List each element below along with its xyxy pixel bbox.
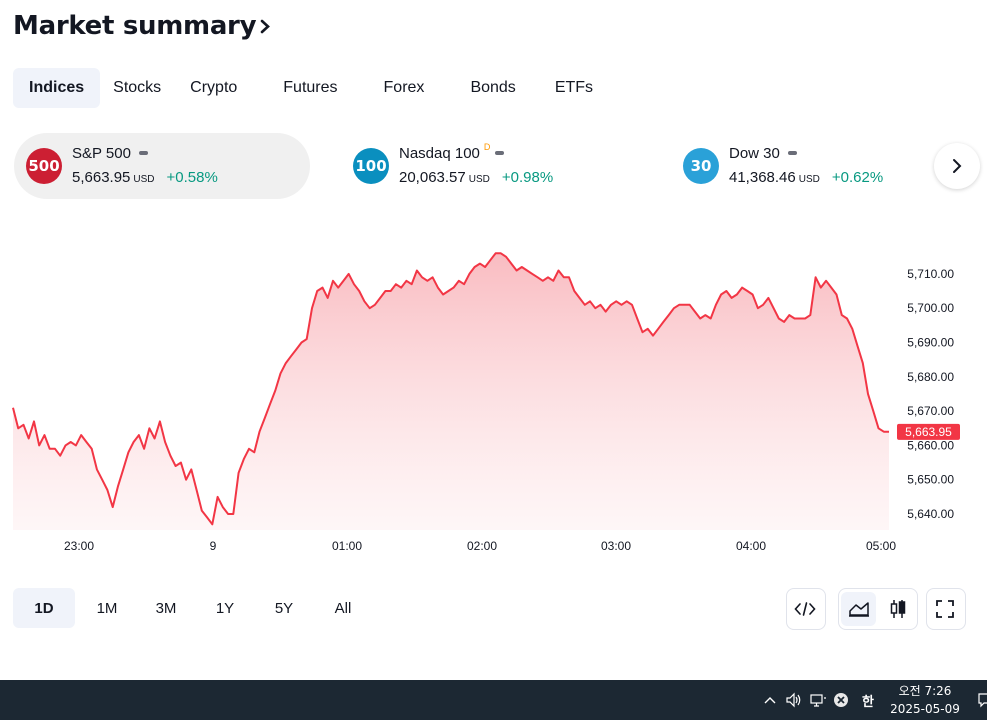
y-tick-label: 5,670.00 <box>907 404 954 418</box>
chevron-right-icon <box>259 17 271 35</box>
x-tick-label: 05:00 <box>866 539 896 553</box>
price-area <box>13 253 889 531</box>
delayed-badge: D <box>483 142 491 152</box>
period-selector: 1D 1M 3M 1Y 5Y All <box>13 588 375 628</box>
x-tick-label: 02:00 <box>467 539 497 553</box>
tab-etfs[interactable]: ETFs <box>539 68 609 108</box>
x-tick-label: 9 <box>210 539 217 553</box>
tab-bonds[interactable]: Bonds <box>447 68 538 108</box>
symbol-name: S&P 500 <box>72 144 131 162</box>
period-label: 1Y <box>215 599 235 617</box>
speaker-icon[interactable] <box>785 691 803 709</box>
spx-logo: 500 <box>26 148 62 184</box>
symbol-name: Nasdaq 100 <box>399 144 480 162</box>
x-tick-label: 01:00 <box>332 539 362 553</box>
symbol-ndx[interactable]: 100 Nasdaq 100 D 20,063.57 USD +0.98% <box>340 133 630 199</box>
x-tick-label: 04:00 <box>736 539 766 553</box>
embed-code-button[interactable] <box>787 592 823 626</box>
symbol-strip: 500 S&P 500 5,663.95 USD +0.58% 100 Nasdaq… <box>14 133 987 199</box>
fullscreen-icon <box>936 600 954 618</box>
tab-label: Futures <box>283 79 338 96</box>
y-tick-label: 5,690.00 <box>907 336 954 350</box>
area-chart-icon <box>848 602 869 617</box>
symbol-value: 5,663.95 <box>72 169 131 186</box>
period-all[interactable]: All <box>316 588 370 628</box>
price-chart[interactable]: 5,710.00 5,700.00 5,690.00 5,680.00 5,670.00… <box>0 200 987 570</box>
ime-label: 한 <box>862 694 874 710</box>
current-price-label: 5,663.95 <box>905 425 952 439</box>
code-icon <box>794 602 816 616</box>
clock-time: 오전 7:26 <box>898 684 952 698</box>
symbol-change: +0.62% <box>831 169 884 186</box>
symbol-name: Dow 30 <box>729 144 780 162</box>
symbol-value: 41,368.46 <box>729 169 796 186</box>
current-price-marker <box>897 423 960 440</box>
page-title[interactable]: Market summary <box>13 8 271 44</box>
period-1m[interactable]: 1M <box>80 588 134 628</box>
dji-logo: 30 <box>683 148 719 184</box>
minus-icon <box>787 151 797 155</box>
fullscreen-control <box>926 588 966 630</box>
tab-stocks[interactable]: Stocks <box>113 68 177 108</box>
period-5y[interactable]: 5Y <box>257 588 311 628</box>
y-tick-label: 5,700.00 <box>907 301 954 315</box>
x-tick-label: 03:00 <box>601 539 631 553</box>
fullscreen-button[interactable] <box>927 592 963 626</box>
tab-crypto[interactable]: Crypto <box>177 68 260 108</box>
y-tick-label: 5,660.00 <box>907 438 954 452</box>
period-label: 1D <box>34 599 54 617</box>
period-1y[interactable]: 1Y <box>198 588 252 628</box>
taskbar: 한 오전 7:26 2025-05-09 <box>0 680 987 720</box>
price-line <box>12 252 889 526</box>
period-label: 5Y <box>274 599 294 617</box>
symbol-spx[interactable]: 500 S&P 500 5,663.95 USD +0.58% <box>14 133 310 199</box>
clock-date: 2025-05-09 <box>890 702 960 716</box>
y-tick-label: 5,710.00 <box>907 267 954 281</box>
x-tick-label: 23:00 <box>64 539 94 553</box>
tab-futures[interactable]: Futures <box>260 68 360 108</box>
y-tick-label: 5,640.00 <box>907 507 954 521</box>
network-icon[interactable] <box>809 691 827 709</box>
symbol-change: +0.58% <box>166 169 218 186</box>
chevron-up-icon[interactable] <box>761 691 779 709</box>
ime-indicator[interactable]: 한 <box>859 691 877 710</box>
tab-label: Indices <box>29 79 85 96</box>
tab-indices[interactable]: Indices <box>13 68 101 108</box>
embed-control <box>786 588 826 630</box>
period-label: 1M <box>96 599 118 617</box>
minus-icon <box>495 151 505 155</box>
symbol-dji[interactable]: 30 Dow 30 41,368.46 USD +0.62% <box>670 133 930 199</box>
chevron-right-icon <box>953 159 962 173</box>
tab-label: ETFs <box>554 79 594 96</box>
period-1d[interactable]: 1D <box>13 588 75 628</box>
symbol-value: 20,063.57 <box>399 169 466 186</box>
tab-label: Bonds <box>470 79 516 96</box>
notification-icon[interactable] <box>975 691 987 709</box>
page-title-text: Market summary <box>13 11 257 41</box>
minus-icon <box>138 151 148 155</box>
symbol-currency: USD <box>133 174 155 185</box>
market-tabs: Indices Stocks Crypto Futures Forex Bond… <box>13 68 609 108</box>
symbol-change: +0.98% <box>501 169 554 186</box>
period-label: 3M <box>155 599 177 617</box>
tab-label: Stocks <box>113 79 162 96</box>
y-tick-label: 5,680.00 <box>907 370 954 384</box>
symbol-currency: USD <box>468 174 490 185</box>
tab-label: Crypto <box>190 79 238 96</box>
next-symbols-button[interactable] <box>934 143 980 189</box>
period-3m[interactable]: 3M <box>139 588 193 628</box>
tab-forex[interactable]: Forex <box>361 68 448 108</box>
area-chart-button[interactable] <box>841 592 876 626</box>
y-tick-label: 5,650.00 <box>907 473 954 487</box>
ndx-logo: 100 <box>353 148 389 184</box>
period-label: All <box>334 599 352 617</box>
candles-chart-button[interactable] <box>880 592 915 626</box>
candles-icon <box>890 600 905 618</box>
symbol-currency: USD <box>798 174 820 185</box>
blocked-icon[interactable] <box>832 691 850 709</box>
chart-type-control <box>838 588 918 630</box>
tab-label: Forex <box>383 79 425 96</box>
clock[interactable]: 오전 7:26 2025-05-09 <box>889 682 961 718</box>
